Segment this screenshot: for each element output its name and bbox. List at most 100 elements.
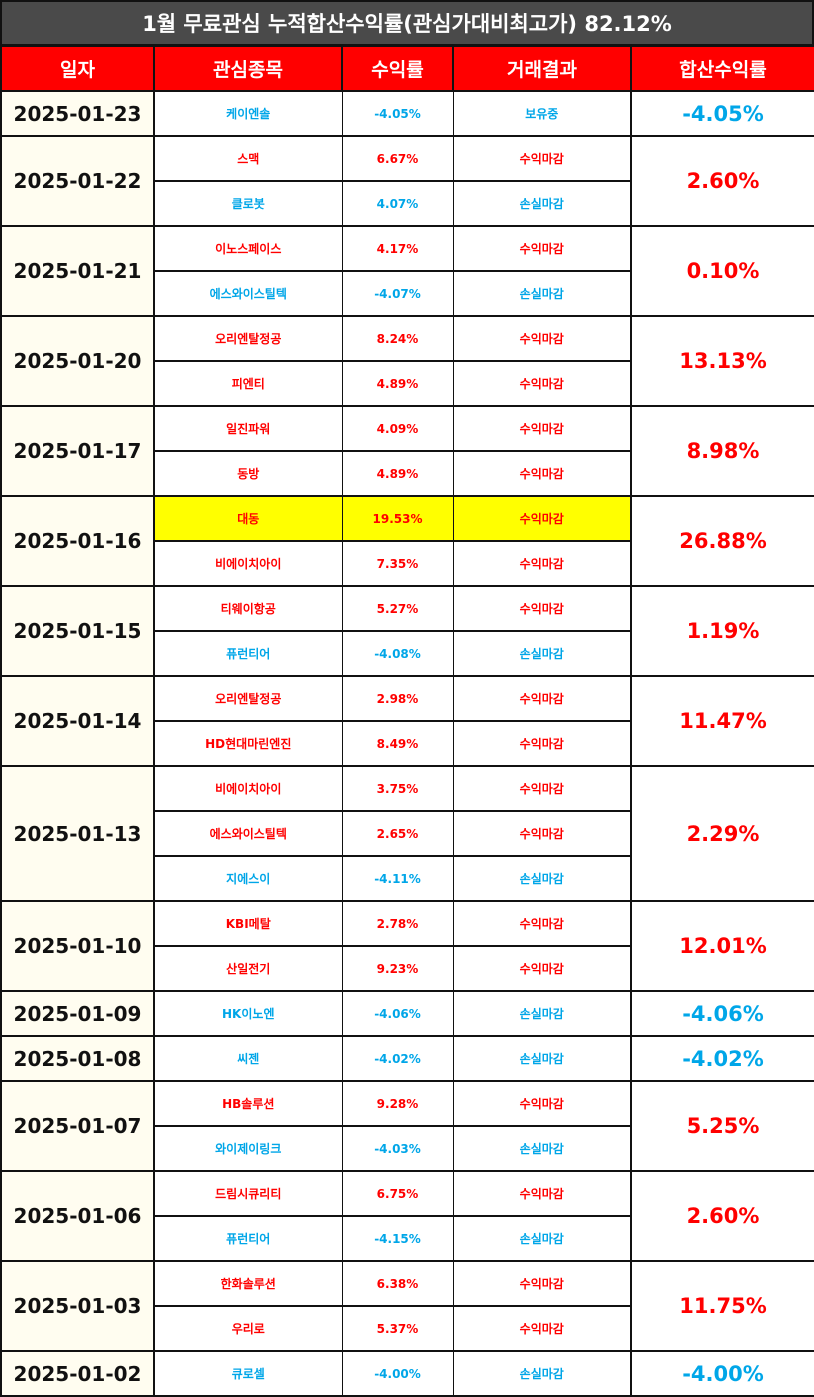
result-cell: 수익마감	[452, 495, 632, 542]
total-return-cell: 2.29%	[630, 765, 814, 902]
return-cell: -4.11%	[341, 855, 454, 902]
table-row: 퓨런티어 -4.08% 손실마감	[1, 630, 814, 677]
table-row: 산일전기 9.23% 수익마감	[1, 945, 814, 992]
stock-name-cell: 에스와이스틸텍	[153, 270, 343, 317]
table-row: 2025-01-02 큐로셀 -4.00% 손실마감 -4.00%	[0, 1350, 814, 1397]
result-cell: 수익마감	[452, 135, 632, 182]
result-cell: 수익마감	[452, 225, 632, 272]
total-return-cell: 11.75%	[630, 1260, 814, 1352]
date-cell: 2025-01-10	[0, 900, 155, 992]
table-row: 2025-01-21 이노스페이스 4.17% 수익마감 0.10%	[0, 225, 814, 317]
result-cell: 손실마감	[452, 1125, 632, 1172]
total-return-cell: 5.25%	[630, 1080, 814, 1172]
table-row: 동방 4.89% 수익마감	[1, 450, 814, 497]
return-cell: -4.06%	[341, 990, 454, 1037]
total-return-cell: -4.06%	[630, 990, 814, 1037]
total-return-cell: 13.13%	[630, 315, 814, 407]
result-cell: 수익마감	[452, 810, 632, 857]
date-cell: 2025-01-09	[0, 990, 155, 1037]
table-row: 2025-01-07 HB솔루션 9.28% 수익마감 5.25%	[0, 1080, 814, 1172]
total-return-cell: 12.01%	[630, 900, 814, 992]
return-cell: -4.03%	[341, 1125, 454, 1172]
stock-name-cell: 클로봇	[153, 180, 343, 227]
return-cell: 4.17%	[341, 225, 454, 272]
result-cell: 수익마감	[452, 360, 632, 407]
return-cell: 2.65%	[341, 810, 454, 857]
date-cell: 2025-01-07	[0, 1080, 155, 1172]
result-cell: 수익마감	[452, 900, 632, 947]
date-cell: 2025-01-16	[0, 495, 155, 587]
return-cell: 6.38%	[341, 1260, 454, 1307]
table-row: 2025-01-20 오리엔탈정공 8.24% 수익마감 13.13%	[0, 315, 814, 407]
return-cell: -4.00%	[341, 1350, 454, 1397]
total-return-cell: 2.60%	[630, 1170, 814, 1262]
result-cell: 수익마감	[452, 1260, 632, 1307]
table-row: 2025-01-08 씨젠 -4.02% 손실마감 -4.02%	[0, 1035, 814, 1082]
return-cell: 4.09%	[341, 405, 454, 452]
header-stock: 관심종목	[153, 45, 343, 92]
result-cell: 수익마감	[452, 1080, 632, 1127]
table-row: 2025-01-03 한화솔루션 6.38% 수익마감 11.75%	[0, 1260, 814, 1352]
return-cell: 2.98%	[341, 675, 454, 722]
stock-name-cell: 대동	[153, 495, 343, 542]
total-return-cell: 26.88%	[630, 495, 814, 587]
date-cell: 2025-01-20	[0, 315, 155, 407]
date-cell: 2025-01-14	[0, 675, 155, 767]
table-row: 2025-01-09 HK이노엔 -4.06% 손실마감 -4.06%	[0, 990, 814, 1037]
stock-name-cell: 오리엔탈정공	[153, 675, 343, 722]
stock-name-cell: 티웨이항공	[153, 585, 343, 632]
date-cell: 2025-01-02	[0, 1350, 155, 1397]
result-cell: 손실마감	[452, 630, 632, 677]
result-cell: 손실마감	[452, 1350, 632, 1397]
result-cell: 손실마감	[452, 270, 632, 317]
date-cell: 2025-01-23	[0, 90, 155, 137]
return-cell: 6.75%	[341, 1170, 454, 1217]
stock-name-cell: 드림시큐리티	[153, 1170, 343, 1217]
return-cell: 19.53%	[341, 495, 454, 542]
stock-name-cell: 퓨런티어	[153, 1215, 343, 1262]
stock-name-cell: 일진파워	[153, 405, 343, 452]
date-cell: 2025-01-22	[0, 135, 155, 227]
date-cell: 2025-01-21	[0, 225, 155, 317]
header-row: 일자 관심종목 수익률 거래결과 합산수익률	[0, 45, 814, 92]
return-cell: 4.89%	[341, 450, 454, 497]
stock-name-cell: 케이엔솔	[153, 90, 343, 137]
total-return-cell: 8.98%	[630, 405, 814, 497]
stock-name-cell: 씨젠	[153, 1035, 343, 1082]
return-cell: -4.07%	[341, 270, 454, 317]
stock-name-cell: 비에이치아이	[153, 540, 343, 587]
total-return-cell: -4.02%	[630, 1035, 814, 1082]
result-cell: 수익마감	[452, 405, 632, 452]
result-cell: 수익마감	[452, 450, 632, 497]
date-cell: 2025-01-06	[0, 1170, 155, 1262]
return-cell: 7.35%	[341, 540, 454, 587]
stock-name-cell: 퓨런티어	[153, 630, 343, 677]
result-cell: 수익마감	[452, 540, 632, 587]
return-cell: 9.28%	[341, 1080, 454, 1127]
return-cell: 6.67%	[341, 135, 454, 182]
stock-name-cell: 한화솔루션	[153, 1260, 343, 1307]
total-return-cell: -4.00%	[630, 1350, 814, 1397]
table-row: 와이제이링크 -4.03% 손실마감	[1, 1125, 814, 1172]
table-row: 에스와이스틸텍 2.65% 수익마감	[1, 810, 814, 857]
header-date: 일자	[0, 45, 155, 92]
stock-name-cell: KBI메탈	[153, 900, 343, 947]
header-return: 수익률	[341, 45, 454, 92]
date-cell: 2025-01-08	[0, 1035, 155, 1082]
stock-name-cell: 지에스이	[153, 855, 343, 902]
return-cell: -4.15%	[341, 1215, 454, 1262]
stock-name-cell: HD현대마린엔진	[153, 720, 343, 767]
stock-name-cell: 우리로	[153, 1305, 343, 1352]
stock-name-cell: 동방	[153, 450, 343, 497]
stock-name-cell: 이노스페이스	[153, 225, 343, 272]
result-cell: 보유중	[452, 90, 632, 137]
table-row: 2025-01-10 KBI메탈 2.78% 수익마감 12.01%	[0, 900, 814, 992]
result-cell: 수익마감	[452, 945, 632, 992]
total-return-cell: 0.10%	[630, 225, 814, 317]
result-cell: 손실마감	[452, 990, 632, 1037]
stock-name-cell: 산일전기	[153, 945, 343, 992]
table-row: 클로봇 4.07% 손실마감	[1, 180, 814, 227]
table-row: 2025-01-22 스맥 6.67% 수익마감 2.60%	[0, 135, 814, 227]
result-cell: 손실마감	[452, 1215, 632, 1262]
table-row: 우리로 5.37% 수익마감	[1, 1305, 814, 1352]
